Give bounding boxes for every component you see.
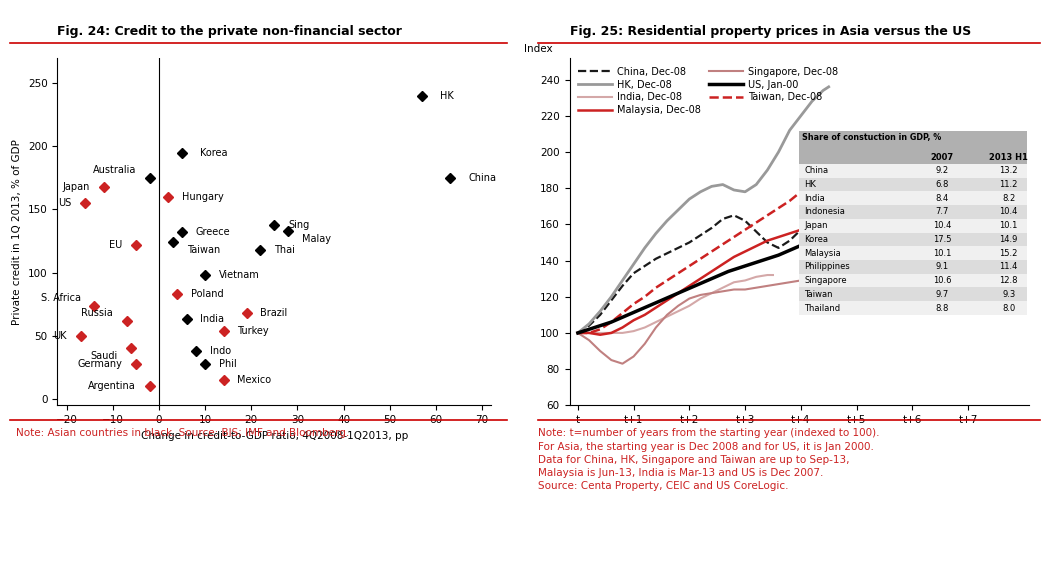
Bar <box>799 164 1027 178</box>
Text: Note: Asian countries in black. Source: BIS; IMF and Bloomberg.: Note: Asian countries in black. Source: … <box>16 428 349 438</box>
Text: 8.8: 8.8 <box>935 303 949 313</box>
Text: Germany: Germany <box>77 358 122 369</box>
Text: Hungary: Hungary <box>182 192 224 202</box>
Text: China: China <box>804 166 828 175</box>
Text: 17.5: 17.5 <box>933 235 951 244</box>
Text: Argentina: Argentina <box>88 382 136 391</box>
Text: 10.4: 10.4 <box>933 221 951 230</box>
Text: 7.7: 7.7 <box>935 207 949 217</box>
Legend: China, Dec-08, HK, Dec-08, India, Dec-08, Malaysia, Dec-08, Singapore, Dec-08, U: China, Dec-08, HK, Dec-08, India, Dec-08… <box>575 63 841 119</box>
Text: India: India <box>201 314 225 324</box>
Bar <box>799 131 1027 164</box>
X-axis label: Change in credit-to-GDP ratio, 4Q2008-1Q2013, pp: Change in credit-to-GDP ratio, 4Q2008-1Q… <box>141 431 408 441</box>
Text: Fig. 25: Residential property prices in Asia versus the US: Fig. 25: Residential property prices in … <box>570 25 971 38</box>
Text: Korea: Korea <box>201 148 228 157</box>
Bar <box>799 301 1027 315</box>
Text: Singapore: Singapore <box>804 276 846 285</box>
Bar <box>799 288 1027 301</box>
Text: 12.8: 12.8 <box>999 276 1018 285</box>
Text: Poland: Poland <box>191 289 224 299</box>
Text: Malay: Malay <box>302 233 331 244</box>
Text: UK: UK <box>53 331 67 341</box>
Text: 10.4: 10.4 <box>999 207 1018 217</box>
Text: US: US <box>59 198 71 208</box>
Text: Russia: Russia <box>82 308 113 318</box>
Text: Malaysia: Malaysia <box>804 248 841 258</box>
Text: 8.2: 8.2 <box>1002 194 1016 203</box>
Text: Vietnam: Vietnam <box>219 270 260 280</box>
Text: Australia: Australia <box>93 166 136 175</box>
Bar <box>799 178 1027 191</box>
Text: S. Africa: S. Africa <box>41 293 80 303</box>
Bar <box>799 219 1027 233</box>
Bar <box>799 246 1027 260</box>
Bar <box>799 274 1027 288</box>
Text: 9.7: 9.7 <box>935 290 949 299</box>
Text: 6.8: 6.8 <box>935 180 949 189</box>
Text: EU: EU <box>109 240 122 250</box>
Text: 9.2: 9.2 <box>935 166 949 175</box>
Bar <box>799 233 1027 246</box>
Text: Philippines: Philippines <box>804 262 850 272</box>
Text: HK: HK <box>804 180 816 189</box>
Text: China: China <box>468 173 496 183</box>
Text: 10.1: 10.1 <box>999 221 1018 230</box>
Text: 9.1: 9.1 <box>935 262 949 272</box>
Text: Korea: Korea <box>804 235 828 244</box>
Text: Index: Index <box>524 45 552 54</box>
Text: Note: t=number of years from the starting year (indexed to 100).
For Asia, the s: Note: t=number of years from the startin… <box>538 428 880 491</box>
Text: 15.2: 15.2 <box>999 248 1018 258</box>
Text: 2013 H1: 2013 H1 <box>990 153 1028 162</box>
Bar <box>799 131 1027 315</box>
Text: Greece: Greece <box>195 227 231 237</box>
Text: 9.3: 9.3 <box>1002 290 1016 299</box>
Text: Taiwan: Taiwan <box>187 245 219 255</box>
Text: 11.4: 11.4 <box>999 262 1018 272</box>
Text: Indo: Indo <box>210 346 231 356</box>
Text: 10.6: 10.6 <box>933 276 951 285</box>
Text: Turkey: Turkey <box>237 326 269 336</box>
Text: 8.0: 8.0 <box>1002 303 1016 313</box>
Text: Phil: Phil <box>219 358 237 369</box>
Text: Fig. 24: Credit to the private non-financial sector: Fig. 24: Credit to the private non-finan… <box>57 25 402 38</box>
Text: 10.1: 10.1 <box>933 248 951 258</box>
Text: Japan: Japan <box>804 221 828 230</box>
Text: Sing: Sing <box>288 219 309 230</box>
Y-axis label: Private credit in 1Q 2013, % of GDP: Private credit in 1Q 2013, % of GDP <box>13 138 22 325</box>
Text: HK: HK <box>440 91 455 101</box>
Text: India: India <box>804 194 825 203</box>
Text: 13.2: 13.2 <box>999 166 1018 175</box>
Text: Japan: Japan <box>63 182 90 192</box>
Text: Share of constuction in GDP, %: Share of constuction in GDP, % <box>802 133 940 142</box>
Text: Thailand: Thailand <box>804 303 840 313</box>
Bar <box>799 260 1027 274</box>
Text: Indonesia: Indonesia <box>804 207 845 217</box>
Text: Mexico: Mexico <box>237 375 272 385</box>
Text: Saudi: Saudi <box>90 351 117 361</box>
Text: 11.2: 11.2 <box>999 180 1018 189</box>
Bar <box>799 191 1027 205</box>
Text: 2007: 2007 <box>930 153 953 162</box>
Text: 8.4: 8.4 <box>935 194 949 203</box>
Text: Brazil: Brazil <box>260 308 287 318</box>
Bar <box>799 205 1027 219</box>
Text: 14.9: 14.9 <box>999 235 1018 244</box>
Text: Thai: Thai <box>274 245 295 255</box>
Text: Taiwan: Taiwan <box>804 290 833 299</box>
